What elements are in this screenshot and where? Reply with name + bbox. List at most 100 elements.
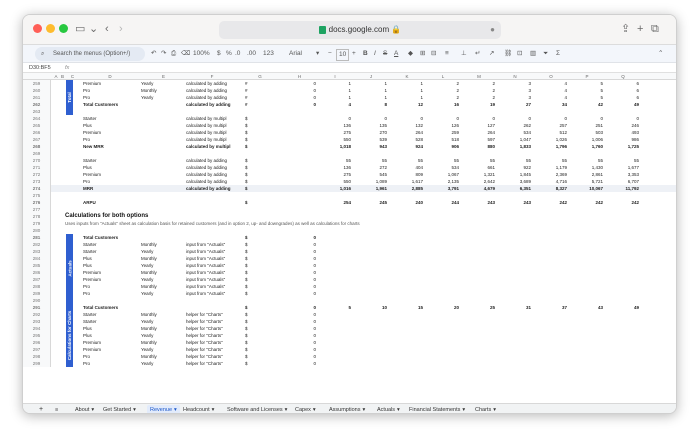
row-number[interactable]: 259 <box>23 80 51 87</box>
table-cell[interactable]: Premium <box>83 130 102 135</box>
table-cell[interactable]: Monthly <box>141 284 157 289</box>
table-cell[interactable]: calculated by multipl <box>186 137 227 142</box>
table-cell[interactable]: Plus <box>83 263 92 268</box>
row-number[interactable]: 294 <box>23 325 51 332</box>
table-cell[interactable]: 55 <box>525 158 531 163</box>
sheet-tab-capex[interactable]: Capex ▾ <box>295 405 316 413</box>
table-cell[interactable]: 0 <box>313 326 316 331</box>
table-cell[interactable]: calculated by multipl <box>186 130 227 135</box>
table-cell[interactable]: $ <box>245 137 248 142</box>
row-number[interactable]: 272 <box>23 171 51 178</box>
table-cell[interactable]: Plus <box>83 123 92 128</box>
table-cell[interactable]: 0 <box>313 305 316 310</box>
table-cell[interactable]: 2 <box>492 95 495 100</box>
table-cell[interactable]: $ <box>245 270 248 275</box>
table-cell[interactable]: 1,430 <box>591 165 603 170</box>
table-cell[interactable]: 242 <box>595 200 603 205</box>
table-cell[interactable]: 1,796 <box>555 144 567 149</box>
row-number[interactable]: 261 <box>23 94 51 101</box>
row-number[interactable]: 264 <box>23 115 51 122</box>
table-cell[interactable]: 943 <box>379 144 387 149</box>
table-cell[interactable]: 0 <box>313 235 316 240</box>
row-number[interactable]: 283 <box>23 248 51 255</box>
table-cell[interactable]: $ <box>245 144 248 149</box>
table-cell[interactable]: Yearly <box>141 291 154 296</box>
table-cell[interactable]: Total Customers <box>83 305 119 310</box>
table-cell[interactable]: 20 <box>453 305 459 310</box>
row-number[interactable]: 285 <box>23 262 51 269</box>
row-number[interactable]: 280 <box>23 227 51 234</box>
table-cell[interactable]: 0 <box>313 340 316 345</box>
table-cell[interactable]: New MRR <box>83 144 104 149</box>
sheet-tab-about[interactable]: About ▾ <box>75 405 94 413</box>
table-cell[interactable]: Monthly <box>141 242 157 247</box>
table-cell[interactable]: 1,677 <box>627 165 639 170</box>
table-cell[interactable]: 55 <box>633 158 639 163</box>
table-cell[interactable]: helper for "Charts" <box>186 319 223 324</box>
table-cell[interactable]: 1 <box>420 88 423 93</box>
horizontal-align-icon[interactable]: ≡ <box>445 50 449 57</box>
table-cell[interactable]: 0 <box>313 270 316 275</box>
table-cell[interactable]: 259 <box>451 130 459 135</box>
table-cell[interactable]: 8,327 <box>555 186 567 191</box>
table-cell[interactable]: $ <box>245 256 248 261</box>
table-cell[interactable]: $ <box>245 361 248 366</box>
table-cell[interactable]: 1 <box>348 81 351 86</box>
table-cell[interactable]: 550 <box>343 179 351 184</box>
table-cell[interactable]: 4 <box>348 102 351 107</box>
row-number[interactable]: 266 <box>23 129 51 136</box>
chevron-down-icon[interactable]: ▾ <box>462 407 466 413</box>
table-cell[interactable]: 661 <box>487 165 495 170</box>
table-cell[interactable]: input from "Actuals" <box>186 291 226 296</box>
table-cell[interactable]: 0 <box>313 95 316 100</box>
table-cell[interactable]: 10,067 <box>589 186 603 191</box>
column-header-p[interactable]: P <box>585 74 589 79</box>
table-cell[interactable]: Monthly <box>141 256 157 261</box>
table-cell[interactable]: 37 <box>561 305 567 310</box>
row-number[interactable]: 293 <box>23 318 51 325</box>
table-cell[interactable]: 986 <box>631 137 639 142</box>
table-cell[interactable]: Starter <box>83 158 97 163</box>
table-cell[interactable]: Plus <box>83 165 92 170</box>
table-cell[interactable]: $ <box>245 319 248 324</box>
table-cell[interactable]: 8 <box>384 102 387 107</box>
table-cell[interactable]: 880 <box>487 144 495 149</box>
column-header-e[interactable]: E <box>161 74 165 79</box>
column-header-i[interactable]: I <box>334 74 336 79</box>
table-cell[interactable]: Yearly <box>141 347 154 352</box>
table-cell[interactable]: 550 <box>343 137 351 142</box>
row-number[interactable]: 292 <box>23 311 51 318</box>
table-cell[interactable]: 0 <box>313 242 316 247</box>
table-cell[interactable]: Pro <box>83 291 91 296</box>
table-cell[interactable]: $ <box>245 186 248 191</box>
print-icon[interactable]: ⎙ <box>171 50 177 57</box>
sidebar-toggle-icon[interactable]: ▭ <box>75 23 86 35</box>
filter-icon[interactable]: ⏷ <box>543 50 549 57</box>
table-cell[interactable]: 3 <box>528 81 531 86</box>
table-cell[interactable]: 6 <box>636 95 639 100</box>
table-cell[interactable]: 528 <box>415 137 423 142</box>
column-header-o[interactable]: O <box>549 74 553 79</box>
table-cell[interactable]: calculated by adding <box>186 81 228 86</box>
insert-chart-icon[interactable]: ▥ <box>530 50 537 57</box>
row-number[interactable]: 277 <box>23 206 51 213</box>
table-cell[interactable]: $ <box>245 165 248 170</box>
undo-icon[interactable]: ↶ <box>151 50 157 57</box>
table-cell[interactable]: 1,833 <box>519 144 531 149</box>
minimize-window-button[interactable] <box>46 24 55 33</box>
forward-arrow-icon[interactable]: › <box>119 23 123 35</box>
table-cell[interactable]: # <box>245 95 248 100</box>
table-cell[interactable]: 0 <box>313 88 316 93</box>
table-cell[interactable]: 19 <box>489 102 495 107</box>
percent-format-button[interactable]: % <box>226 50 232 57</box>
table-cell[interactable]: 0 <box>313 249 316 254</box>
sheet-tab-financial-statements[interactable]: Financial Statements ▾ <box>409 405 466 413</box>
column-header-b[interactable]: B <box>60 74 64 79</box>
row-number[interactable]: 290 <box>23 297 51 304</box>
chevron-down-icon[interactable]: ▾ <box>493 407 496 413</box>
row-number[interactable]: 270 <box>23 157 51 164</box>
table-cell[interactable]: $ <box>245 158 248 163</box>
table-cell[interactable]: 545 <box>379 172 387 177</box>
address-bar[interactable]: docs.google.com 🔒 ● <box>219 21 501 39</box>
table-cell[interactable]: 4 <box>564 88 567 93</box>
